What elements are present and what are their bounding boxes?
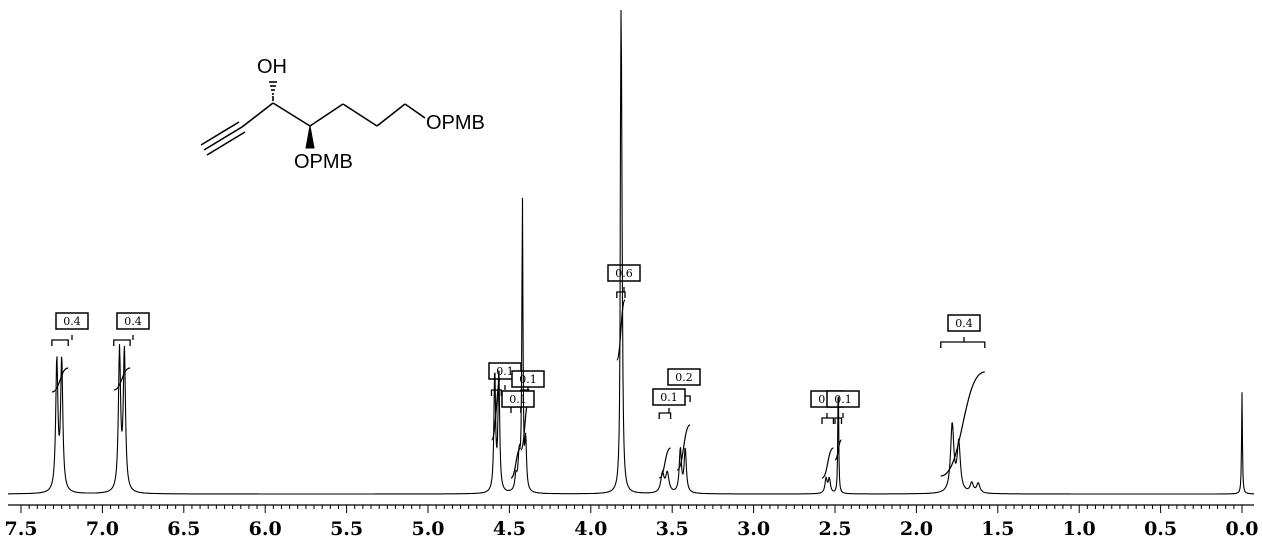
- x-axis: 7.5 7.0 6.5 6.0 5.5 5.0 4.5 4.0 3.5 3.0 2.5 2.0 1.5 1…: [4, 504, 1259, 540]
- integral-value: 0.1: [496, 365, 514, 378]
- x-tick-label: 7.5: [4, 518, 37, 540]
- integral-bracket: [821, 413, 835, 424]
- integral-curve: [51, 367, 69, 393]
- x-tick-label: 6.5: [167, 518, 200, 540]
- x-tick-label: 2.0: [900, 518, 933, 540]
- integral-curve: [940, 371, 985, 477]
- integral-bracket: [113, 335, 134, 346]
- integral-box: [501, 390, 535, 408]
- x-tick-label: 6.0: [249, 518, 282, 540]
- wedge-bond: [305, 125, 315, 149]
- integral-value: 0.2: [675, 371, 693, 384]
- integral-bracket: [616, 287, 626, 298]
- bond-c3-c2: [241, 102, 274, 128]
- integral-value: 0.4: [63, 315, 81, 328]
- opmb-label-bottom: OPMB: [294, 151, 353, 173]
- x-tick-label: 4.5: [493, 518, 526, 540]
- integral-bracket: [51, 335, 73, 346]
- x-tick-label: 0.0: [1225, 518, 1258, 540]
- integral-bracket: [658, 408, 672, 419]
- x-tick-label: 5.5: [330, 518, 363, 540]
- integral-curve: [821, 447, 834, 479]
- molecule-structure: [200, 81, 426, 156]
- bond-c5-c6: [342, 103, 378, 127]
- bond-c3-c4: [272, 102, 311, 127]
- bond-c6-c7: [376, 103, 406, 127]
- bond-c4-c5: [309, 103, 344, 127]
- integral-value: 0.6: [615, 267, 633, 280]
- alkyne-bond-2: [203, 126, 243, 151]
- alkyne-bond-3: [206, 131, 246, 156]
- x-tick-label: 0.5: [1144, 518, 1177, 540]
- integral-value: 0.1: [660, 391, 678, 404]
- x-tick-label: 3.5: [656, 518, 689, 540]
- integral-box: [511, 370, 545, 388]
- integral-curve: [834, 439, 843, 461]
- spectrum-trace: [8, 9, 1254, 495]
- integral-bracket: [940, 337, 986, 348]
- integral-value: 0.1: [834, 393, 852, 406]
- x-tick-label: 4.0: [574, 518, 607, 540]
- bond-c7-o: [404, 103, 426, 119]
- integral-curve: [113, 367, 131, 391]
- x-tick-label: 2.5: [818, 518, 851, 540]
- integral-box: [55, 312, 89, 330]
- integral-labels: 0.40.40.10.10.10.60.10.20.00.10.4: [55, 264, 981, 408]
- integral-box: [826, 390, 860, 408]
- x-tick-label: 3.0: [737, 518, 770, 540]
- integral-value: 0.1: [509, 393, 527, 406]
- integral-box: [947, 314, 981, 332]
- integral-box: [116, 312, 150, 330]
- integral-box: [652, 388, 686, 406]
- x-tick-label: 1.5: [981, 518, 1014, 540]
- x-tick-label: 1.0: [1063, 518, 1096, 540]
- x-tick-label: 7.0: [86, 518, 119, 540]
- integral-value: 0.4: [124, 315, 142, 328]
- integral-value: 0.4: [955, 317, 973, 330]
- integral-curve: [510, 447, 522, 479]
- oh-label: OH: [257, 56, 287, 78]
- alkyne-bond-1: [200, 121, 240, 146]
- integral-box: [667, 368, 701, 386]
- x-tick-label: 5.0: [411, 518, 444, 540]
- integral-box: [607, 264, 641, 282]
- integral-curve: [658, 447, 671, 479]
- opmb-label-right: OPMB: [426, 112, 485, 134]
- integral-curve: [616, 299, 626, 361]
